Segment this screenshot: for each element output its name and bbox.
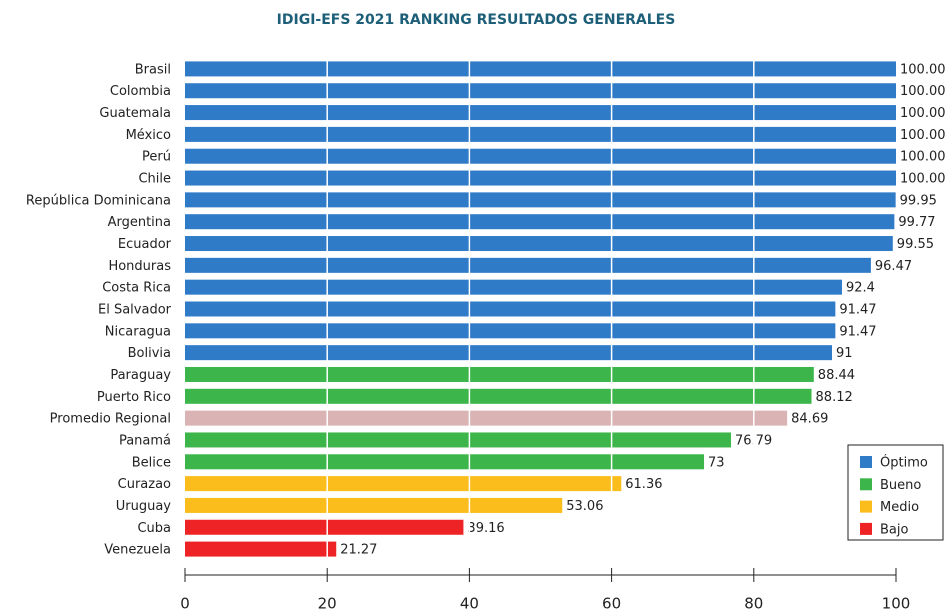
y-tick-label: Puerto Rico xyxy=(97,390,171,405)
y-tick-label: Honduras xyxy=(108,259,171,274)
bar xyxy=(185,323,836,339)
value-label: 39.16 xyxy=(467,521,504,536)
y-tick-label: Costa Rica xyxy=(102,281,171,296)
value-label: 99.55 xyxy=(897,237,934,252)
y-tick-label: Curazao xyxy=(118,477,171,492)
value-label: 91.47 xyxy=(839,303,876,318)
x-tick-label: 40 xyxy=(460,595,479,612)
bar xyxy=(185,454,705,470)
bar xyxy=(185,410,788,426)
legend-swatch xyxy=(860,522,872,535)
y-tick-label: México xyxy=(126,128,171,143)
legend-swatch xyxy=(860,500,872,513)
y-tick-label: Cuba xyxy=(137,521,171,536)
value-label: 91 xyxy=(836,346,853,361)
value-label: 100.00 xyxy=(900,106,946,121)
y-tick-label: Bolivia xyxy=(128,346,171,361)
y-tick-label: Brasil xyxy=(135,62,171,77)
value-label: 92.4 xyxy=(846,281,875,296)
y-tick-label: República Dominicana xyxy=(26,193,171,208)
legend-swatch xyxy=(860,456,872,468)
value-label: 84.69 xyxy=(791,412,828,427)
bar xyxy=(185,519,464,535)
bar xyxy=(185,476,622,492)
bar xyxy=(185,257,871,273)
y-tick-label: Argentina xyxy=(108,215,171,230)
value-label: 73 xyxy=(708,455,725,470)
y-tick-label: Nicaragua xyxy=(105,324,171,339)
bar xyxy=(185,301,836,317)
legend-swatch xyxy=(860,478,872,491)
bar xyxy=(185,541,337,557)
value-label: 100.00 xyxy=(900,172,946,187)
bar xyxy=(185,61,896,77)
legend-label: Bajo xyxy=(880,522,908,537)
chart-title: IDIGI-EFS 2021 RANKING RESULTADOS GENERA… xyxy=(277,12,676,28)
y-tick-label: Uruguay xyxy=(116,499,172,514)
bar xyxy=(185,105,896,121)
x-tick-label: 100 xyxy=(882,595,911,612)
value-label: 100.00 xyxy=(900,128,946,143)
bar xyxy=(185,388,812,404)
y-tick-label: Guatemala xyxy=(99,106,171,121)
value-label: 100.00 xyxy=(900,150,946,165)
value-label: 61.36 xyxy=(625,477,662,492)
bar xyxy=(185,497,563,513)
legend-label: Medio xyxy=(880,500,919,515)
bar xyxy=(185,170,896,186)
y-tick-label: Chile xyxy=(138,172,171,187)
y-tick-label: Promedio Regional xyxy=(50,412,171,427)
bar xyxy=(185,126,896,142)
bar xyxy=(185,366,814,382)
y-tick-label: Perú xyxy=(142,150,171,165)
bar xyxy=(185,345,833,361)
y-tick-label: Belice xyxy=(132,455,171,470)
value-label: 100.00 xyxy=(900,62,946,77)
value-label: 99.95 xyxy=(900,193,937,208)
value-label: 88.44 xyxy=(818,368,855,383)
x-tick-label: 0 xyxy=(180,595,190,612)
value-label: 21.27 xyxy=(340,543,377,558)
bar xyxy=(185,214,895,230)
y-tick-label: Panamá xyxy=(119,433,171,448)
x-tick-label: 20 xyxy=(318,595,337,612)
value-label: 96.47 xyxy=(875,259,912,274)
value-label: 99.77 xyxy=(898,215,935,230)
value-label: 53.06 xyxy=(566,499,603,514)
y-tick-label: Colombia xyxy=(110,84,171,99)
bar xyxy=(185,236,893,252)
value-label: 91.47 xyxy=(839,324,876,339)
bar xyxy=(185,192,896,208)
x-tick-label: 60 xyxy=(602,595,621,612)
legend-label: Bueno xyxy=(880,478,921,493)
y-tick-label: Venezuela xyxy=(104,543,171,558)
bar xyxy=(185,279,842,295)
value-label: 88.12 xyxy=(816,390,853,405)
value-label: 100.00 xyxy=(900,84,946,99)
y-tick-label: Paraguay xyxy=(110,368,171,383)
bar xyxy=(185,432,731,448)
y-tick-label: Ecuador xyxy=(118,237,172,252)
legend-label: Óptimo xyxy=(880,455,928,471)
x-tick-label: 80 xyxy=(744,595,763,612)
bar xyxy=(185,148,896,164)
bar xyxy=(185,83,896,99)
y-tick-label: El Salvador xyxy=(98,303,172,318)
